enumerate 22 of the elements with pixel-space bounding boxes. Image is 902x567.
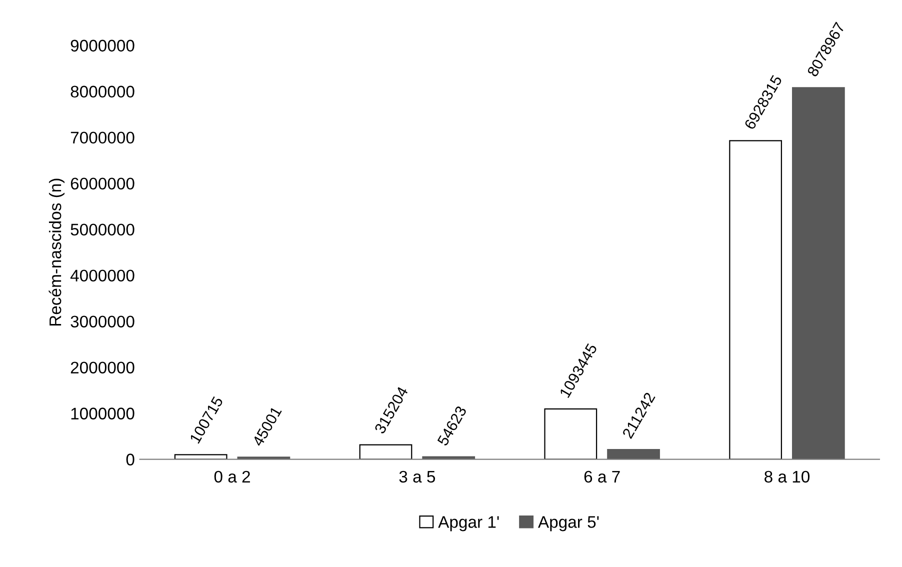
y-tick-label: 6000000: [70, 178, 134, 190]
bar: [544, 408, 598, 460]
y-tick-label: 9000000: [70, 40, 134, 52]
y-tick-label: 7000000: [70, 132, 134, 144]
y-tick-label: 4000000: [70, 270, 134, 282]
y-tick-label: 8000000: [70, 86, 134, 98]
bar: [792, 87, 845, 460]
x-tick-label: 3 a 5: [399, 470, 436, 483]
y-axis-title: Recém-nascidos (n): [48, 178, 65, 326]
y-tick-label: 1000000: [71, 408, 134, 420]
y-tick-label: 5000000: [70, 224, 134, 236]
bar: [729, 140, 782, 460]
y-tick-label: 2000000: [70, 362, 134, 374]
legend-label: Apgar 5': [538, 516, 599, 532]
y-tick-label: 0: [126, 454, 134, 466]
legend-label: Apgar 1': [438, 516, 499, 532]
x-tick-label: 0 a 2: [214, 470, 250, 483]
bar: [359, 444, 412, 460]
y-tick-label: 3000000: [70, 316, 134, 328]
bar: [607, 449, 660, 460]
x-tick-label: 8 a 10: [764, 470, 810, 483]
x-tick-label: 6 a 7: [584, 470, 620, 483]
